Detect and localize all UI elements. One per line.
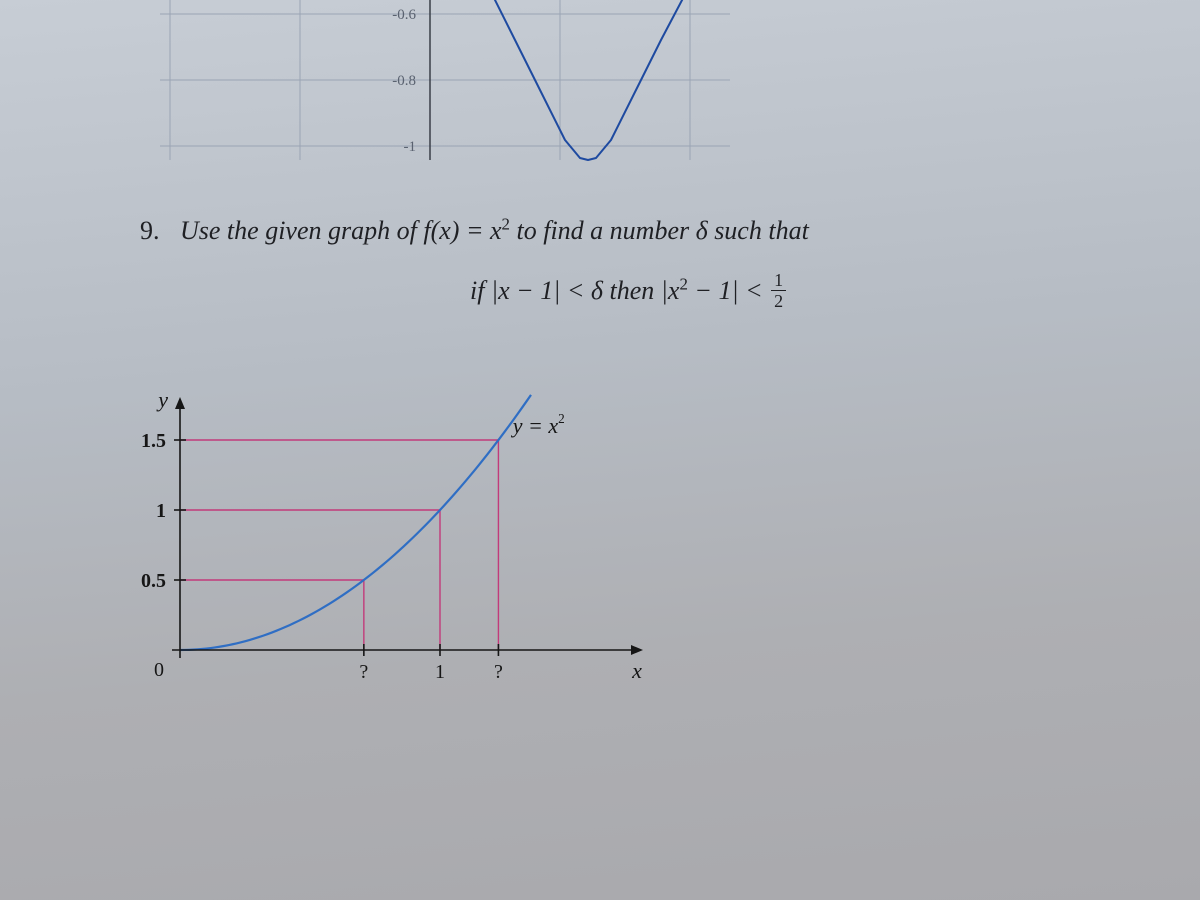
svg-text:-0.6: -0.6	[392, 7, 416, 23]
svg-text:y: y	[156, 387, 168, 412]
problem-text-1: Use the given graph of	[180, 216, 423, 245]
svg-text:-1: -1	[404, 139, 417, 155]
fx-expression: f(x) = x2	[423, 216, 510, 245]
svg-text:?: ?	[494, 661, 503, 683]
problem-statement: 9. Use the given graph of f(x) = x2 to f…	[140, 210, 1160, 312]
top-partial-graph: -0.6 -0.8 -1	[160, 0, 730, 160]
problem-number: 9.	[140, 216, 160, 245]
main-graph-svg: 0.5 1 1.5? 1? 0 y x y = x2	[110, 350, 710, 710]
problem-line-1: 9. Use the given graph of f(x) = x2 to f…	[140, 210, 1160, 252]
fraction-denominator: 2	[771, 291, 786, 310]
svg-text:1.5: 1.5	[141, 430, 166, 452]
svg-text:0.5: 0.5	[141, 570, 166, 592]
fraction-numerator: 1	[771, 271, 786, 291]
svg-text:?: ?	[359, 661, 368, 683]
problem-text-2: to find a number δ such that	[517, 216, 809, 245]
svg-text:y = x2: y = x2	[511, 411, 565, 438]
top-graph-svg: -0.6 -0.8 -1	[160, 0, 730, 160]
svg-text:1: 1	[156, 500, 166, 522]
svg-text:-0.8: -0.8	[392, 73, 416, 89]
condition-expression: if |x − 1| < δ then |x2 − 1| <	[470, 276, 769, 305]
svg-text:0: 0	[154, 659, 164, 681]
main-graph: 0.5 1 1.5? 1? 0 y x y = x2	[110, 350, 710, 710]
svg-text:1: 1	[435, 661, 445, 683]
fraction-half: 1 2	[771, 271, 786, 310]
page-root: { "top_partial_graph": { "type": "line",…	[0, 0, 1200, 900]
svg-text:x: x	[631, 658, 642, 683]
problem-line-2: if |x − 1| < δ then |x2 − 1| < 1 2	[470, 270, 1160, 313]
